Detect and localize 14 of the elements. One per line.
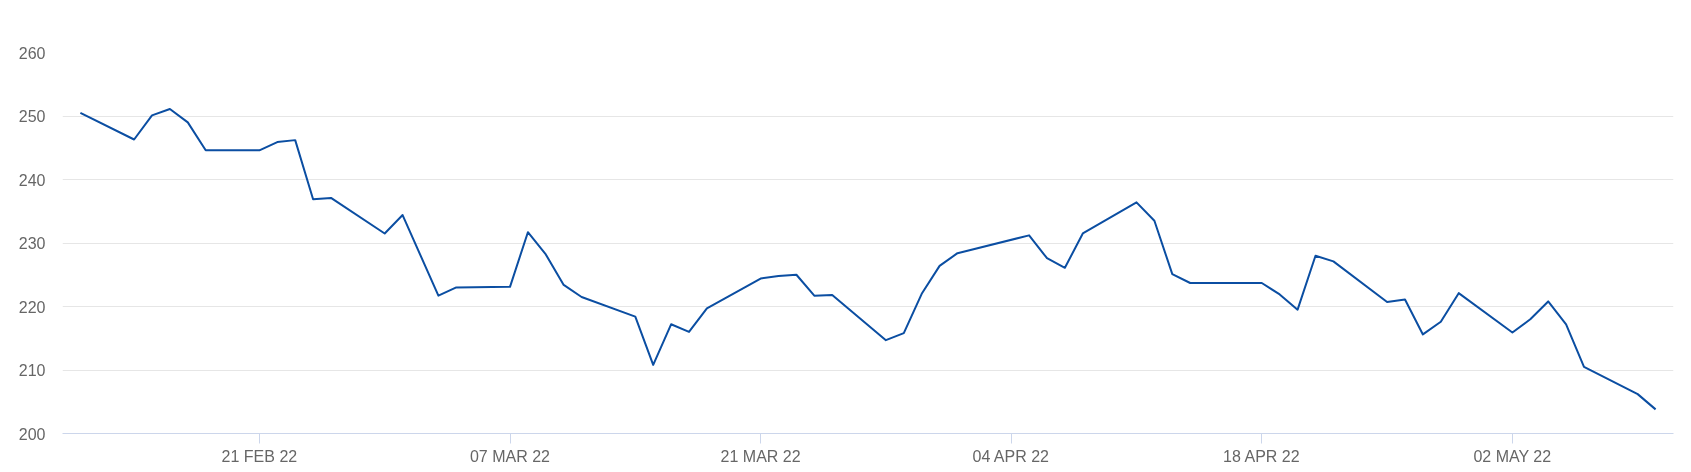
x-tick-label: 02 MAY 22: [1473, 447, 1552, 465]
y-tick-label: 250: [18, 108, 46, 125]
y-tick-label: 210: [18, 362, 46, 379]
x-tick-label: 21 FEB 22: [221, 447, 298, 465]
x-tick-label: 04 APR 22: [972, 447, 1050, 465]
y-tick-label: 220: [18, 298, 46, 316]
x-tick-label: 18 APR 22: [1223, 447, 1300, 465]
x-tick-label: 07 MAR 22: [469, 447, 551, 465]
y-tick-label: 260: [18, 44, 46, 62]
x-tick-label: 21 MAR 22: [720, 447, 801, 465]
y-tick-label: 200: [18, 425, 46, 443]
y-tick-label: 240: [18, 171, 46, 189]
y-tick-label: 230: [18, 235, 46, 252]
line-series: [79, 108, 1657, 411]
